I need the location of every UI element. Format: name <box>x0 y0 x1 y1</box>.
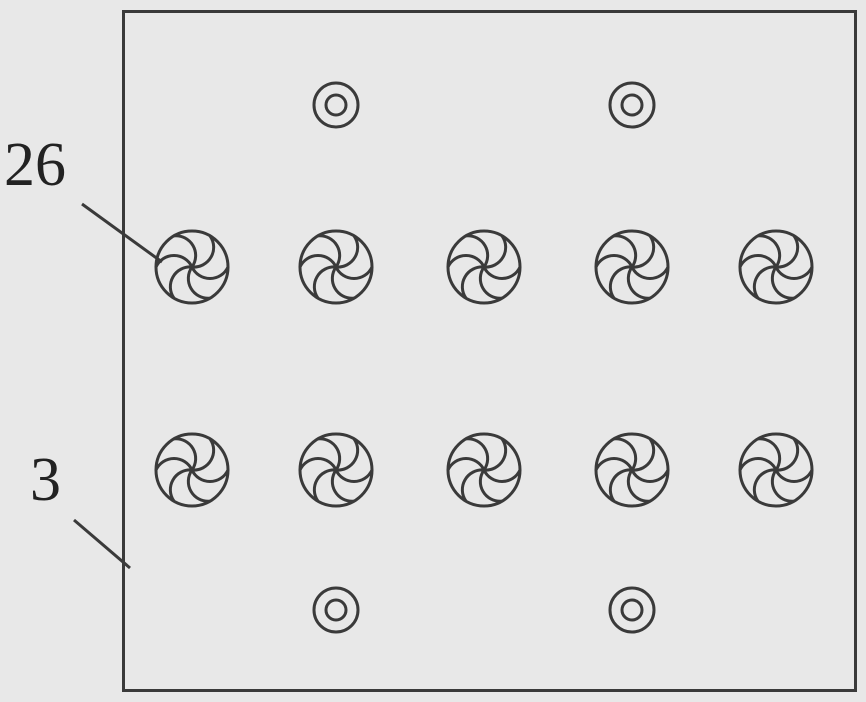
swirl-icon <box>153 431 231 514</box>
label-26-leader <box>82 204 162 262</box>
swirl-icon <box>297 228 375 311</box>
leader-lines <box>0 0 866 702</box>
label-3: 3 <box>30 445 61 516</box>
label-26: 26 <box>4 130 66 201</box>
swirl-icon <box>593 228 671 311</box>
swirl-icon <box>445 228 523 311</box>
hub-icon <box>607 585 657 640</box>
swirl-icon <box>737 228 815 311</box>
swirl-icon <box>153 228 231 311</box>
swirl-icon <box>737 431 815 514</box>
swirl-icon <box>445 431 523 514</box>
swirl-icon <box>297 431 375 514</box>
hub-icon <box>311 585 361 640</box>
label-3-leader <box>74 520 130 568</box>
hub-icon <box>607 80 657 135</box>
hub-icon <box>311 80 361 135</box>
swirl-icon <box>593 431 671 514</box>
